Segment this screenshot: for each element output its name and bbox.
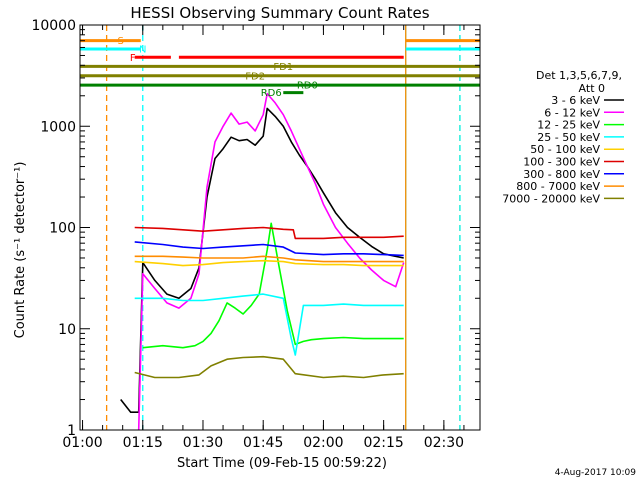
- series-line: [120, 107, 404, 414]
- y-tick-label: 10: [58, 322, 76, 338]
- flag-label: N: [139, 44, 146, 55]
- y-axis-label: Count Rate (s⁻¹ detector⁻¹): [13, 162, 28, 339]
- axes: 1 10 100 1000 10000 01:00 01:15 01:30 01:45 02:00…: [31, 18, 481, 451]
- x-tick-label: 01:45: [243, 435, 283, 451]
- legend-entry-label: 7000 - 20000 keV: [502, 192, 600, 205]
- flag-label: FD2: [245, 71, 265, 82]
- series-line: [134, 226, 404, 240]
- legend-entry-label: 25 - 50 keV: [537, 131, 600, 144]
- flag-label: RD0: [297, 81, 318, 92]
- series-line: [134, 241, 404, 257]
- legend-entry-label: 3 - 6 keV: [551, 94, 600, 107]
- flag-label: RD6: [261, 88, 282, 99]
- legend-entry-label: 6 - 12 keV: [544, 106, 600, 119]
- flag-bars: S NF FD1 FD2 RD0 RD6: [80, 36, 480, 99]
- y-tick-label: 100: [49, 221, 76, 237]
- series-line: [134, 293, 404, 356]
- x-tick-label: 02:30: [424, 435, 464, 451]
- legend-entry-label: 50 - 100 keV: [530, 143, 600, 156]
- legend-entry-label: 12 - 25 keV: [537, 119, 600, 132]
- flag-label: F: [130, 53, 136, 64]
- x-tick-label: 01:30: [183, 435, 223, 451]
- x-tick-label: 01:00: [62, 435, 102, 451]
- series-line: [142, 222, 404, 349]
- chart-title: HESSI Observing Summary Count Rates: [130, 4, 429, 22]
- legend-subtitle: Att 0: [579, 82, 605, 95]
- x-tick-label: 02:15: [363, 435, 403, 451]
- legend-entry-label: 300 - 800 keV: [523, 168, 600, 181]
- x-axis-label: Start Time (09-Feb-15 00:59:22): [177, 456, 387, 471]
- plot-area: [105, 25, 461, 431]
- legend-entry-label: 100 - 300 keV: [523, 156, 600, 169]
- legend-title: Det 1,3,5,6,7,9,: [536, 69, 622, 82]
- series-line: [134, 259, 404, 267]
- flag-label: S: [118, 36, 124, 47]
- y-tick-label: 10000: [31, 18, 76, 34]
- x-tick-label: 01:15: [123, 435, 163, 451]
- y-tick-label: 1000: [40, 119, 76, 135]
- footer-date: 4-Aug-2017 10:09: [555, 468, 637, 478]
- legend-entry-label: 800 - 7000 keV: [516, 180, 600, 193]
- series-line: [134, 355, 404, 379]
- flag-label: FD1: [273, 62, 293, 73]
- x-tick-label: 02:00: [303, 435, 343, 451]
- y-tick-label: 1: [67, 423, 76, 439]
- series-line: [134, 255, 404, 263]
